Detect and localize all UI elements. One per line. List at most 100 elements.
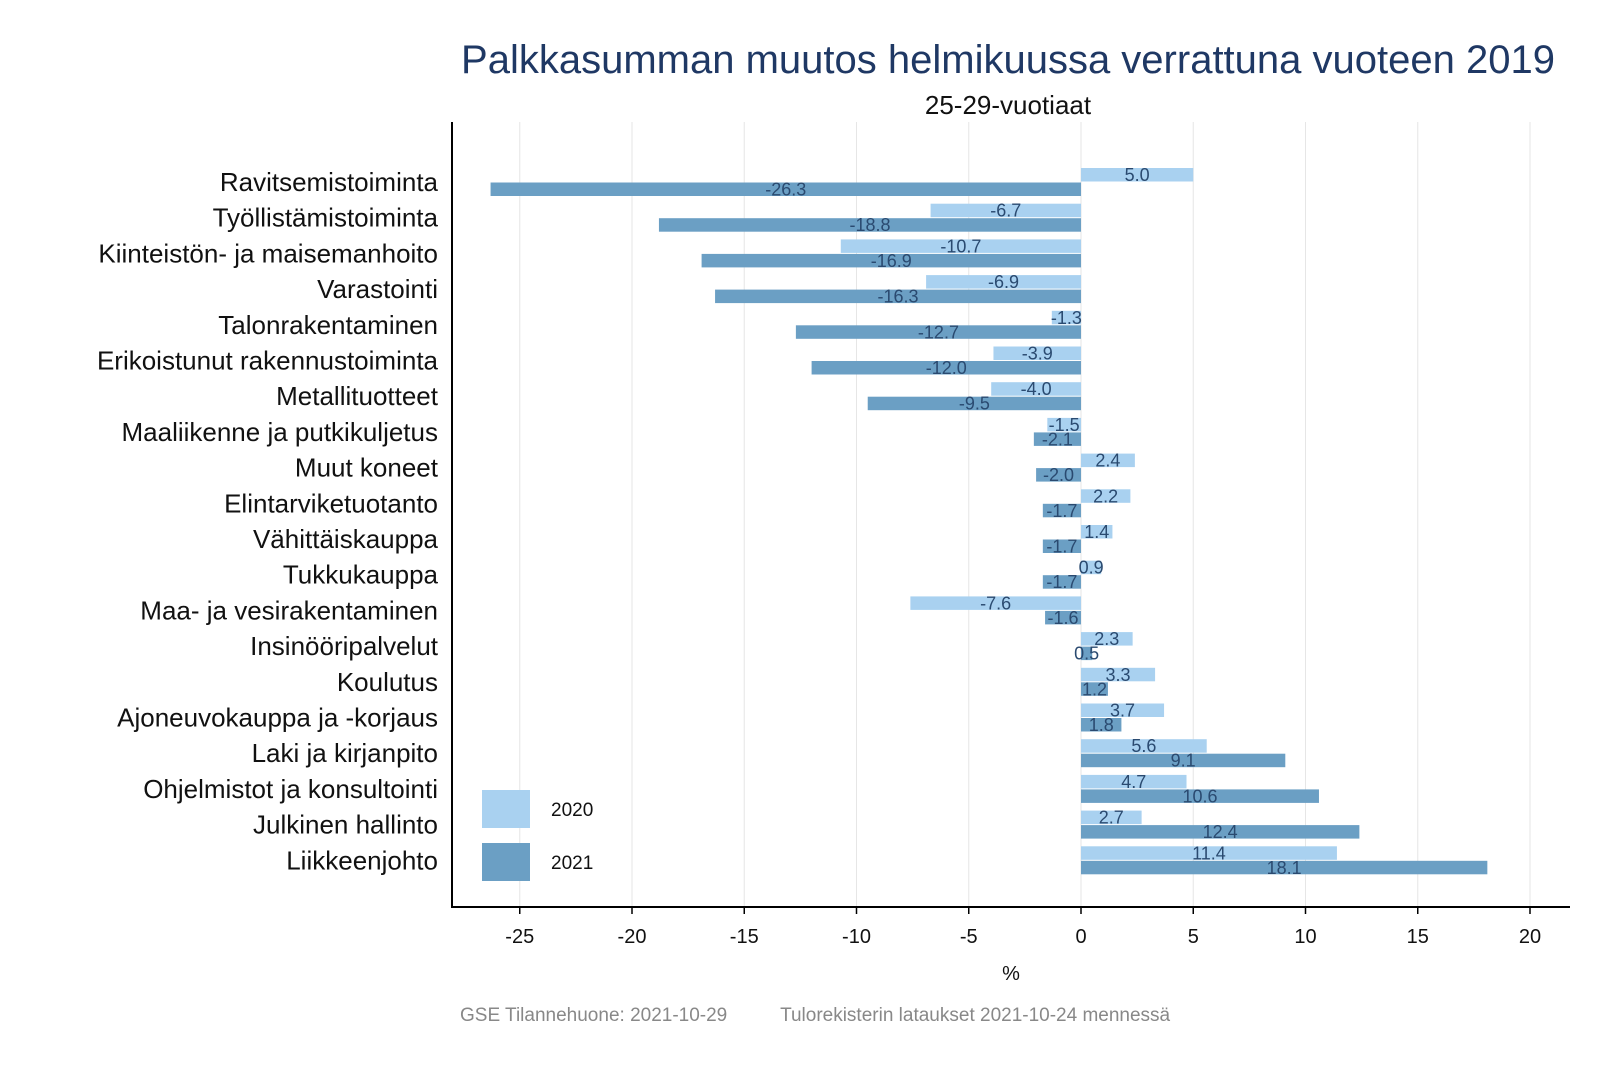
chart-subtitle: 25-29-vuotiaat (924, 90, 1092, 120)
bar-2020 (1047, 417, 1081, 432)
data-label-2021: -12.7 (918, 322, 959, 342)
x-tick-label: 10 (1294, 926, 1316, 948)
footer-source: GSE Tilannehuone: 2021-10-29 (460, 1005, 728, 1026)
bar-2020 (1081, 667, 1156, 682)
x-tick-label: 0 (1075, 926, 1086, 948)
bar-2021 (1081, 860, 1488, 875)
data-label-2020: 1.4 (1084, 522, 1109, 542)
category-label: Varastointi (317, 274, 438, 304)
bar-2020 (910, 596, 1081, 610)
bar-2021 (1081, 825, 1360, 839)
legend-label-2020: 2020 (551, 800, 593, 821)
bar-2020 (1081, 774, 1187, 789)
bar-2020 (1081, 525, 1113, 539)
category-label: Koulutus (337, 667, 438, 697)
bar-2021 (1036, 468, 1081, 482)
category-label: Metallituotteet (276, 381, 439, 411)
bar-2020 (1081, 810, 1142, 825)
legend: 2020 2021 (482, 790, 593, 881)
data-label-2020: -6.7 (990, 201, 1021, 221)
data-label-2021: 10.6 (1182, 786, 1217, 806)
data-label-2020: 2.2 (1093, 486, 1118, 506)
category-label: Ravitsemistoiminta (220, 167, 439, 197)
bar-2021 (1081, 789, 1319, 803)
category-label: Ohjelmistot ja konsultointi (143, 774, 438, 804)
category-label: Maa- ja vesirakentaminen (140, 595, 438, 625)
bar-2021 (1042, 539, 1081, 553)
category-label: Talonrakentaminen (218, 310, 438, 340)
bar-2020 (1081, 632, 1133, 646)
bar-2020 (1081, 453, 1135, 468)
x-tick-label: -20 (618, 926, 647, 948)
data-label-2021: -1.7 (1046, 537, 1077, 557)
data-label-2021: -9.5 (959, 394, 990, 414)
bar-2020 (1081, 489, 1131, 503)
bar-2020 (926, 275, 1081, 289)
data-label-2021: 0.5 (1074, 644, 1099, 664)
category-label: Erikoistunut rakennustoiminta (97, 346, 439, 376)
x-tick-label: -10 (842, 926, 871, 948)
bar-2021 (1042, 503, 1081, 518)
bar-2021 (1081, 718, 1122, 732)
data-label-2021: 18.1 (1267, 858, 1302, 878)
footer: GSE Tilannehuone: 2021-10-29 Tulorekiste… (460, 1005, 1170, 1027)
data-label-2020: 3.7 (1110, 701, 1135, 721)
bar-2021 (1081, 646, 1093, 661)
data-label-2020: -6.9 (988, 272, 1019, 292)
category-label: Liikkeenjohto (286, 845, 438, 875)
x-ticks: -25 -20 -15 -10 -5 0 5 10 15 20 (505, 907, 1541, 948)
category-label: Tukkukauppa (283, 560, 439, 590)
value-labels: 5.0 -26.3 -6.7 -18.8 -10.7 -16.9 -6.9 -16.3 -1.3… (765, 165, 1301, 878)
x-axis-title: % (1002, 963, 1020, 985)
category-label: Kiinteistön- ja maisemanhoito (98, 238, 438, 268)
bar-2021 (490, 182, 1081, 196)
bar-2020 (1051, 310, 1081, 325)
category-label: Muut koneet (295, 453, 439, 483)
bars (490, 168, 1488, 875)
x-tick-label: 5 (1188, 926, 1199, 948)
data-label-2021: -16.3 (878, 287, 919, 307)
category-label: Ajoneuvokauppa ja -korjaus (117, 703, 438, 733)
data-label-2020: 2.3 (1094, 629, 1119, 649)
bar-2021 (1081, 753, 1286, 768)
category-label: Maaliikenne ja putkikuljetus (121, 417, 438, 447)
bar-2021 (811, 361, 1081, 375)
data-label-2020: 4.7 (1121, 772, 1146, 792)
data-label-2021: -18.8 (849, 215, 890, 235)
data-label-2020: -3.9 (1022, 344, 1053, 364)
legend-swatch-2021 (482, 843, 530, 881)
data-label-2021: -1.7 (1046, 501, 1077, 521)
legend-label-2021: 2021 (551, 853, 593, 874)
data-label-2021: 1.2 (1082, 679, 1107, 699)
data-label-2020: 11.4 (1192, 843, 1226, 863)
data-label-2021: -12.0 (926, 358, 967, 378)
bar-2020 (991, 382, 1081, 396)
bar-2021 (1045, 610, 1081, 625)
data-label-2021: 9.1 (1171, 751, 1196, 771)
x-tick-label: 15 (1407, 926, 1429, 948)
bar-2021 (1033, 432, 1081, 446)
data-label-2020: -1.5 (1049, 415, 1080, 435)
category-label: Vähittäiskauppa (253, 524, 439, 554)
bar-2021 (658, 218, 1081, 232)
axes (451, 122, 1570, 908)
data-label-2020: -10.7 (940, 236, 981, 256)
bar-2021 (1042, 575, 1081, 589)
footer-note: Tulorekisterin lataukset 2021-10-24 menn… (780, 1005, 1171, 1026)
bar-2021 (867, 396, 1081, 411)
category-label: Julkinen hallinto (253, 810, 438, 840)
data-label-2021: -2.0 (1043, 465, 1074, 485)
bar-2021 (715, 289, 1081, 304)
x-tick-label: 20 (1519, 926, 1541, 948)
data-label-2020: 2.7 (1099, 808, 1124, 828)
legend-swatch-2020 (482, 790, 530, 828)
category-label: Elintarviketuotanto (224, 488, 438, 518)
bar-2020 (1081, 703, 1165, 717)
category-label: Laki ja kirjanpito (252, 738, 438, 768)
bar-2021 (795, 325, 1081, 339)
category-label: Työllistämistoiminta (213, 203, 439, 233)
data-label-2021: 1.8 (1089, 715, 1114, 735)
data-label-2020: 5.6 (1131, 736, 1156, 756)
bar-2020 (1081, 739, 1207, 753)
data-label-2020: 0.9 (1079, 558, 1104, 578)
